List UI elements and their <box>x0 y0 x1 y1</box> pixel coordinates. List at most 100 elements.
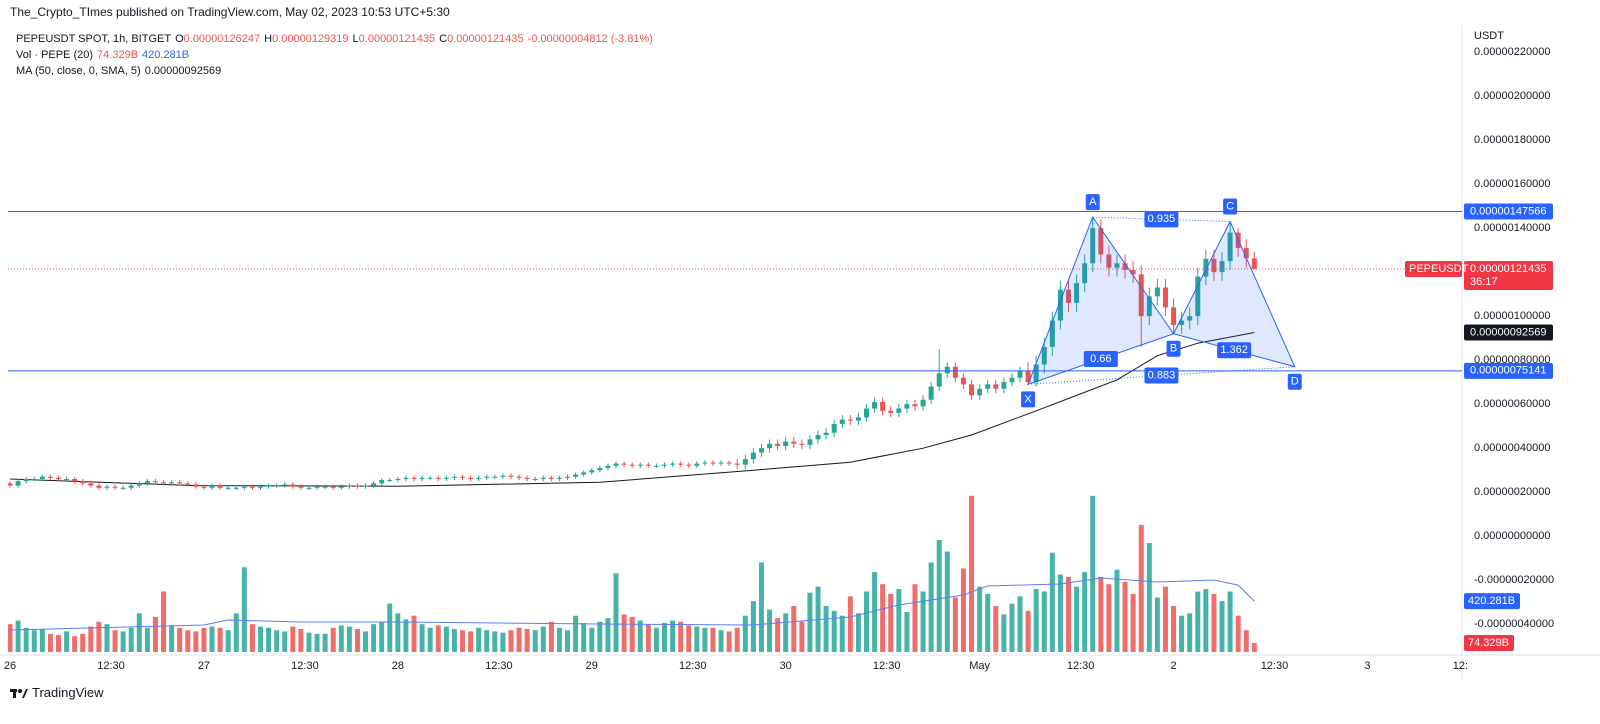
candle-body <box>1122 263 1128 270</box>
brand: TradingView <box>32 685 104 700</box>
volume-bar <box>936 540 942 652</box>
volume-bar <box>952 597 958 652</box>
y-tick-label: 0.00000040000 <box>1474 442 1550 454</box>
volume-bar <box>290 626 296 652</box>
volume-bar <box>1057 574 1063 652</box>
last-price-label: 0.00000121435 <box>1470 263 1546 275</box>
candle-body <box>702 462 708 464</box>
candle-body <box>451 476 457 478</box>
pattern-point <box>1223 198 1238 215</box>
volume-bar <box>500 632 506 652</box>
volume-bar <box>1227 591 1233 652</box>
symbol-tag-box <box>1405 260 1462 277</box>
candle-body <box>144 481 150 484</box>
candle-body <box>371 483 377 486</box>
legend-row: MA (50, close, 0, SMA, 5) 0.00000092569 <box>16 63 657 79</box>
volume-bar <box>1130 593 1136 652</box>
candle-body <box>290 484 296 487</box>
volume-bar <box>112 630 118 652</box>
volume-bar <box>484 630 490 652</box>
volume-bar <box>411 615 417 652</box>
candle-body <box>225 487 231 489</box>
publisher: The_Crypto_TImes published on TradingVie… <box>10 5 450 19</box>
candle-body <box>1106 254 1112 268</box>
candle-body <box>249 486 255 488</box>
axis: 0.00000220000 0.00000200000 0.00000180000 0… <box>4 46 1554 672</box>
volume-bar <box>1106 584 1112 652</box>
candle-body <box>460 476 466 478</box>
last-price-box <box>1464 260 1553 290</box>
candle-body <box>39 476 45 479</box>
volume-bar <box>23 627 29 652</box>
volume-bar <box>710 627 716 652</box>
candle-body <box>136 483 142 486</box>
volume-value: 74.329B <box>97 49 139 61</box>
volume-bar <box>330 627 336 652</box>
volume-bar <box>476 627 482 652</box>
volume-bar <box>977 586 983 652</box>
ratio-box <box>1144 211 1179 228</box>
candle-body <box>936 373 942 387</box>
candle-body <box>1090 228 1096 264</box>
candle-body <box>193 484 199 487</box>
candle-body <box>686 464 692 466</box>
x-tick-label: 12:30 <box>873 660 901 672</box>
volume-bar <box>144 627 150 652</box>
candle-body <box>1114 263 1120 268</box>
candle-body <box>791 441 797 444</box>
candle-body <box>217 485 223 488</box>
volume-bar <box>524 629 530 652</box>
volume-bar <box>799 621 805 652</box>
x-tick-label: 3 <box>1364 660 1370 672</box>
volume-bar <box>39 629 45 652</box>
candle-body <box>104 486 110 488</box>
candle-body <box>548 477 554 479</box>
y-tick-label: -0.00000020000 <box>1474 574 1554 586</box>
candle-body <box>815 434 821 440</box>
volume-bar <box>120 631 126 652</box>
candle-body <box>56 477 62 479</box>
ma-value: 0.00000092569 <box>144 65 222 77</box>
chart: USDT 0.66 0.935 1.362 0.883 X A B C D 0.00000220… <box>0 27 1600 680</box>
volume-bar <box>1211 593 1217 652</box>
candle-body <box>880 401 886 411</box>
volume-label: 74.329B <box>1468 637 1509 649</box>
volume-bar <box>322 633 328 652</box>
ma-line <box>9 332 1255 487</box>
candle-body <box>403 477 409 479</box>
volume-bar <box>532 630 538 652</box>
candle-body <box>750 452 756 460</box>
candle-body <box>1171 307 1177 325</box>
candle-body <box>605 465 611 468</box>
volume-bar <box>363 631 369 652</box>
volume-bar <box>403 619 409 652</box>
volume-bar <box>653 627 659 652</box>
logo <box>10 688 28 698</box>
candle-body <box>839 419 845 424</box>
volume-bar <box>266 627 272 652</box>
candle-body <box>1138 274 1144 317</box>
volume-bar <box>589 627 595 652</box>
candle-body <box>985 384 991 389</box>
candle-body <box>1187 316 1193 321</box>
legend-row: PEPEUSDT SPOT, 1h, BITGET O0.00000126247 H… <box>16 31 657 47</box>
candle-body <box>573 474 579 477</box>
volume-bar <box>573 615 579 652</box>
candle-body <box>258 486 264 488</box>
volume-bar <box>346 626 352 652</box>
candle-body <box>201 486 207 488</box>
volume-bar <box>718 630 724 652</box>
volume-bar <box>540 626 546 652</box>
candle-body <box>872 401 878 409</box>
volume-bar <box>565 630 571 652</box>
candle-body <box>330 486 336 488</box>
candle-body <box>734 463 740 465</box>
volume-ma-label: 420.281B <box>1468 595 1515 607</box>
volume-bar <box>702 627 708 652</box>
candle-body <box>629 464 635 466</box>
volume-bar <box>72 636 78 652</box>
candle-body <box>1041 346 1047 365</box>
volume-bar <box>1017 596 1023 652</box>
plot: 0.66 0.935 1.362 0.883 X A B C D <box>8 194 1462 652</box>
volume-bar <box>1154 597 1160 652</box>
